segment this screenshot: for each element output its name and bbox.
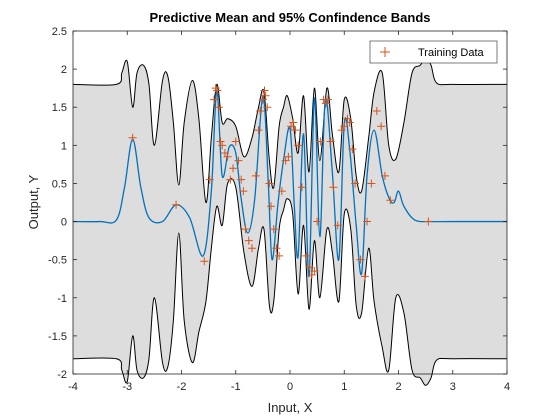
x-tick-label: 1 xyxy=(341,381,347,393)
training-data-point xyxy=(205,175,214,184)
training-data-point xyxy=(348,145,357,154)
y-tick-label: 2 xyxy=(61,64,67,76)
legend: Training Data xyxy=(369,40,498,64)
training-data-point xyxy=(269,225,278,234)
training-data-point xyxy=(363,217,372,226)
training-data-point xyxy=(226,175,235,184)
training-data-point xyxy=(310,267,319,276)
training-data-point xyxy=(351,179,360,188)
training-data-point xyxy=(329,183,338,192)
training-data-point xyxy=(277,187,286,196)
training-data-point xyxy=(234,156,243,165)
training-data-point xyxy=(424,217,433,226)
training-data-point xyxy=(272,244,281,253)
training-data-point xyxy=(284,152,293,161)
training-data-point xyxy=(239,187,248,196)
training-data-point xyxy=(256,107,265,116)
training-data-point xyxy=(128,133,137,142)
training-data-point xyxy=(302,251,311,260)
training-data-point xyxy=(345,118,354,127)
y-axis-label: Output, Y xyxy=(26,174,41,229)
legend-label: Training Data xyxy=(418,47,485,59)
line-layer xyxy=(72,57,508,386)
training-data-point xyxy=(294,141,303,150)
training-data-point xyxy=(244,236,253,245)
training-data-point xyxy=(313,217,322,226)
training-data-point xyxy=(297,183,306,192)
training-data-point xyxy=(356,255,365,264)
training-data-point xyxy=(372,107,381,116)
training-data-point xyxy=(326,137,335,146)
y-tick-label: -0.5 xyxy=(48,255,67,267)
training-data-point xyxy=(251,171,260,180)
training-data-point xyxy=(333,221,342,230)
training-data-point xyxy=(305,263,314,272)
training-data-point xyxy=(377,122,386,131)
legend-marker-icon xyxy=(380,47,390,57)
training-data-point xyxy=(367,179,376,188)
training-data-point xyxy=(223,152,232,161)
training-data-point xyxy=(172,200,181,209)
lower-bound-line xyxy=(72,178,508,386)
x-tick-label: -2 xyxy=(177,381,187,393)
legend-box xyxy=(369,40,498,64)
training-data-point xyxy=(216,137,225,146)
x-axis-label: Input, X xyxy=(268,400,313,415)
x-tick-label: -1 xyxy=(231,381,241,393)
training-data-point xyxy=(231,137,240,146)
training-data-point xyxy=(229,164,238,173)
y-tick-label: 0 xyxy=(61,217,67,229)
training-data-point xyxy=(340,122,349,131)
training-data-point xyxy=(267,202,276,211)
training-data-point xyxy=(254,126,263,135)
predictive-mean-line xyxy=(72,89,507,278)
training-data-point xyxy=(291,126,300,135)
training-data-layer xyxy=(128,84,433,281)
training-data-point xyxy=(386,196,395,205)
x-tick-label: 2 xyxy=(395,381,401,393)
y-tick-label: -2 xyxy=(57,369,67,381)
training-data-point xyxy=(214,103,223,112)
training-data-point xyxy=(218,141,227,150)
y-tick-label: 2.5 xyxy=(52,26,67,38)
x-tick-label: -4 xyxy=(68,381,78,393)
training-data-point xyxy=(200,257,209,266)
training-data-point xyxy=(316,137,325,146)
training-data-point xyxy=(248,244,257,253)
training-data-point xyxy=(261,91,270,100)
training-data-point xyxy=(360,272,369,281)
training-data-point xyxy=(380,171,389,180)
x-tick-label: 0 xyxy=(287,381,293,393)
training-data-point xyxy=(241,225,250,234)
training-data-point xyxy=(323,95,332,104)
training-data-point xyxy=(289,118,298,127)
training-data-point xyxy=(237,175,246,184)
chart-title: Predictive Mean and 95% Confindence Band… xyxy=(149,10,430,25)
y-tick-label: 0.5 xyxy=(52,178,67,190)
tick-layer: -4 -3 -2 -1 0 1 2 3 4 -2 -1.5 -1 -0.5 0 0.5 1 1.5 2 2.5 xyxy=(48,26,510,393)
y-tick-label: -1.5 xyxy=(48,331,67,343)
y-tick-label: 1 xyxy=(61,140,67,152)
training-data-point xyxy=(263,103,272,112)
y-tick-label: 1.5 xyxy=(52,102,67,114)
training-data-point xyxy=(275,251,284,260)
x-tick-label: -3 xyxy=(122,381,132,393)
y-tick-label: -1 xyxy=(57,293,67,305)
training-data-point xyxy=(265,179,274,188)
training-data-point xyxy=(260,86,269,95)
x-tick-label: 3 xyxy=(450,381,456,393)
x-tick-label: 4 xyxy=(504,381,510,393)
upper-bound-line xyxy=(72,57,508,204)
training-data-point xyxy=(210,95,219,104)
training-data-point xyxy=(213,86,222,95)
